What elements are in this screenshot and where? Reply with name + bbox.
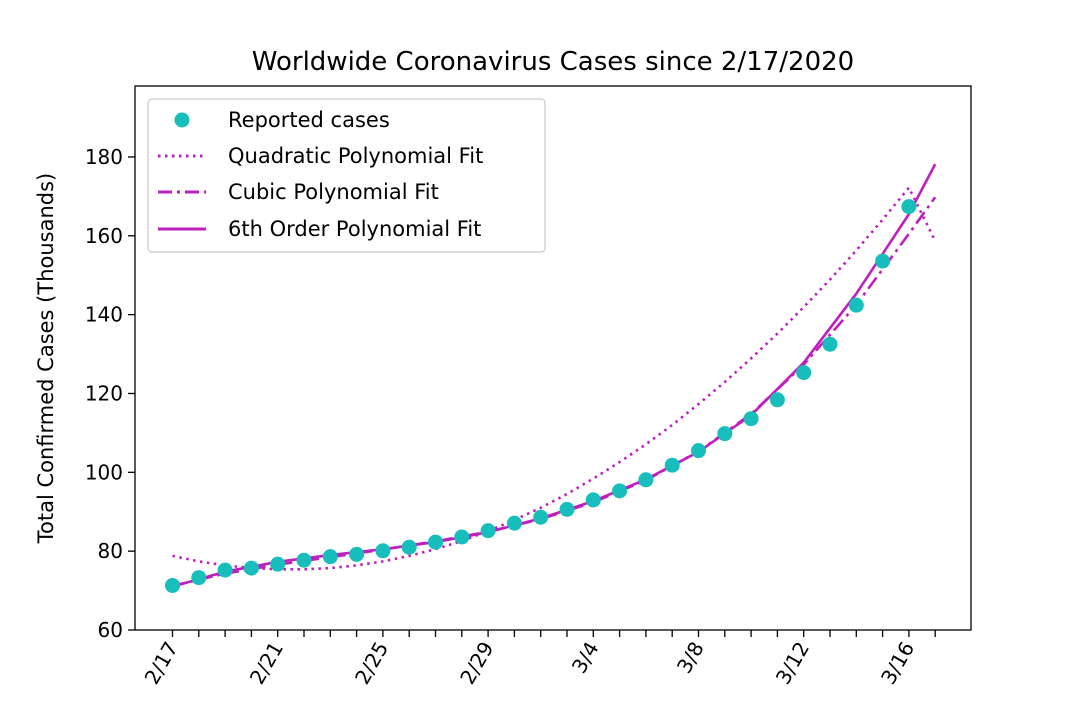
fit-line-dotted (172, 186, 937, 571)
data-point (349, 546, 365, 562)
legend-label-sixth: 6th Order Polynomial Fit (228, 217, 481, 241)
data-point (428, 534, 443, 550)
plot-area-frame (134, 85, 972, 631)
data-point (875, 253, 891, 269)
x-tick-label: 2/25 (350, 638, 393, 689)
legend-label-reported: Reported cases (228, 108, 390, 132)
x-tick-label: 3/4 (567, 638, 604, 678)
data-point (717, 426, 733, 442)
y-tick-label: 140 (85, 303, 123, 327)
y-tick-label: 120 (85, 381, 123, 405)
fit-line-dashdot (172, 196, 937, 588)
data-point (901, 199, 917, 215)
data-point (664, 457, 680, 473)
data-point (191, 570, 207, 586)
data-point (848, 297, 864, 313)
data-point (375, 543, 391, 559)
data-point (217, 562, 233, 578)
data-point (796, 365, 812, 381)
x-axis-ticks: 2/17 2/21 2/25 2/29 3/4 3/8 3/12 3/16 (140, 630, 936, 688)
y-axis-ticks: 60 80 100 120 140 160 180 (85, 145, 135, 642)
data-point (270, 556, 286, 572)
y-axis-label: Total Confirmed Cases (Thousands) (34, 173, 58, 545)
data-point (506, 515, 522, 531)
data-point (480, 523, 496, 539)
data-point (585, 492, 601, 508)
data-point (533, 509, 549, 525)
chart-title: Worldwide Coronavirus Cases since 2/17/2… (252, 47, 854, 77)
legend-marker-reported (174, 112, 190, 128)
data-point (454, 529, 470, 545)
data-point (822, 336, 838, 352)
legend-label-cubic: Cubic Polynomial Fit (228, 180, 439, 204)
data-point (769, 392, 785, 408)
data-points (165, 199, 917, 593)
data-point (691, 443, 706, 459)
y-tick-label: 160 (85, 224, 123, 248)
y-tick-label: 180 (85, 145, 123, 169)
y-tick-label: 100 (85, 460, 123, 484)
x-tick-label: 3/12 (771, 638, 814, 689)
data-point (243, 560, 259, 576)
data-point (296, 552, 312, 568)
data-point (559, 501, 575, 517)
data-point (401, 539, 417, 555)
data-point (322, 549, 338, 565)
y-tick-label: 60 (98, 618, 123, 642)
legend-box (147, 98, 546, 253)
x-tick-label: 2/29 (455, 638, 498, 689)
y-tick-label: 80 (98, 539, 123, 563)
data-point (165, 577, 180, 593)
data-point (743, 411, 759, 427)
x-tick-label: 3/16 (876, 638, 919, 689)
legend-label-quadratic: Quadratic Polynomial Fit (228, 144, 483, 168)
data-point (638, 472, 654, 488)
x-tick-label: 3/8 (672, 638, 709, 678)
x-tick-label: 2/17 (140, 638, 183, 689)
x-tick-label: 2/21 (245, 638, 288, 689)
data-point (612, 483, 628, 499)
legend: Reported cases Quadratic Polynomial Fit … (147, 98, 546, 253)
